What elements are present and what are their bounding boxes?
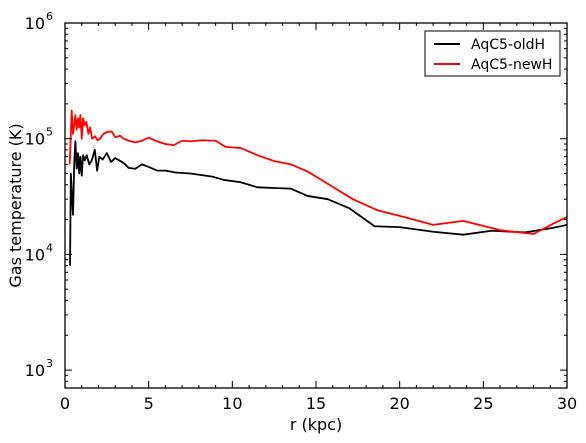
y-tick-label: 10 xyxy=(25,130,45,149)
y-tick-label: 10 xyxy=(25,245,45,264)
legend-label-1: AqC5-oldH xyxy=(471,37,545,53)
y-tick-label: 10 xyxy=(25,14,45,33)
legend-label-2: AqC5-newH xyxy=(471,57,552,73)
x-axis-label: r (kpc) xyxy=(290,415,342,434)
x-tick-label: 20 xyxy=(389,394,409,413)
legend-box xyxy=(424,30,561,77)
plot-frame xyxy=(64,22,568,389)
x-tick-label: 10 xyxy=(222,394,242,413)
y-axis-label: Gas temperature (K) xyxy=(6,123,25,287)
x-tick-label: 5 xyxy=(144,394,154,413)
x-tick-label: 0 xyxy=(60,394,70,413)
y-tick-label-exponent: 6 xyxy=(46,10,53,23)
series-line-1 xyxy=(69,140,568,266)
y-tick-label-exponent: 4 xyxy=(46,241,53,254)
x-tick-label: 25 xyxy=(473,394,493,413)
series-line-2 xyxy=(68,109,568,235)
series-layer xyxy=(68,109,568,266)
y-tick-label: 10 xyxy=(25,361,45,380)
y-tick-label-exponent: 3 xyxy=(46,357,53,370)
y-tick-label-exponent: 5 xyxy=(46,126,53,139)
x-tick-label: 15 xyxy=(306,394,326,413)
x-tick-label: 30 xyxy=(557,394,577,413)
legend: AqC5-oldH AqC5-newH xyxy=(424,30,561,77)
